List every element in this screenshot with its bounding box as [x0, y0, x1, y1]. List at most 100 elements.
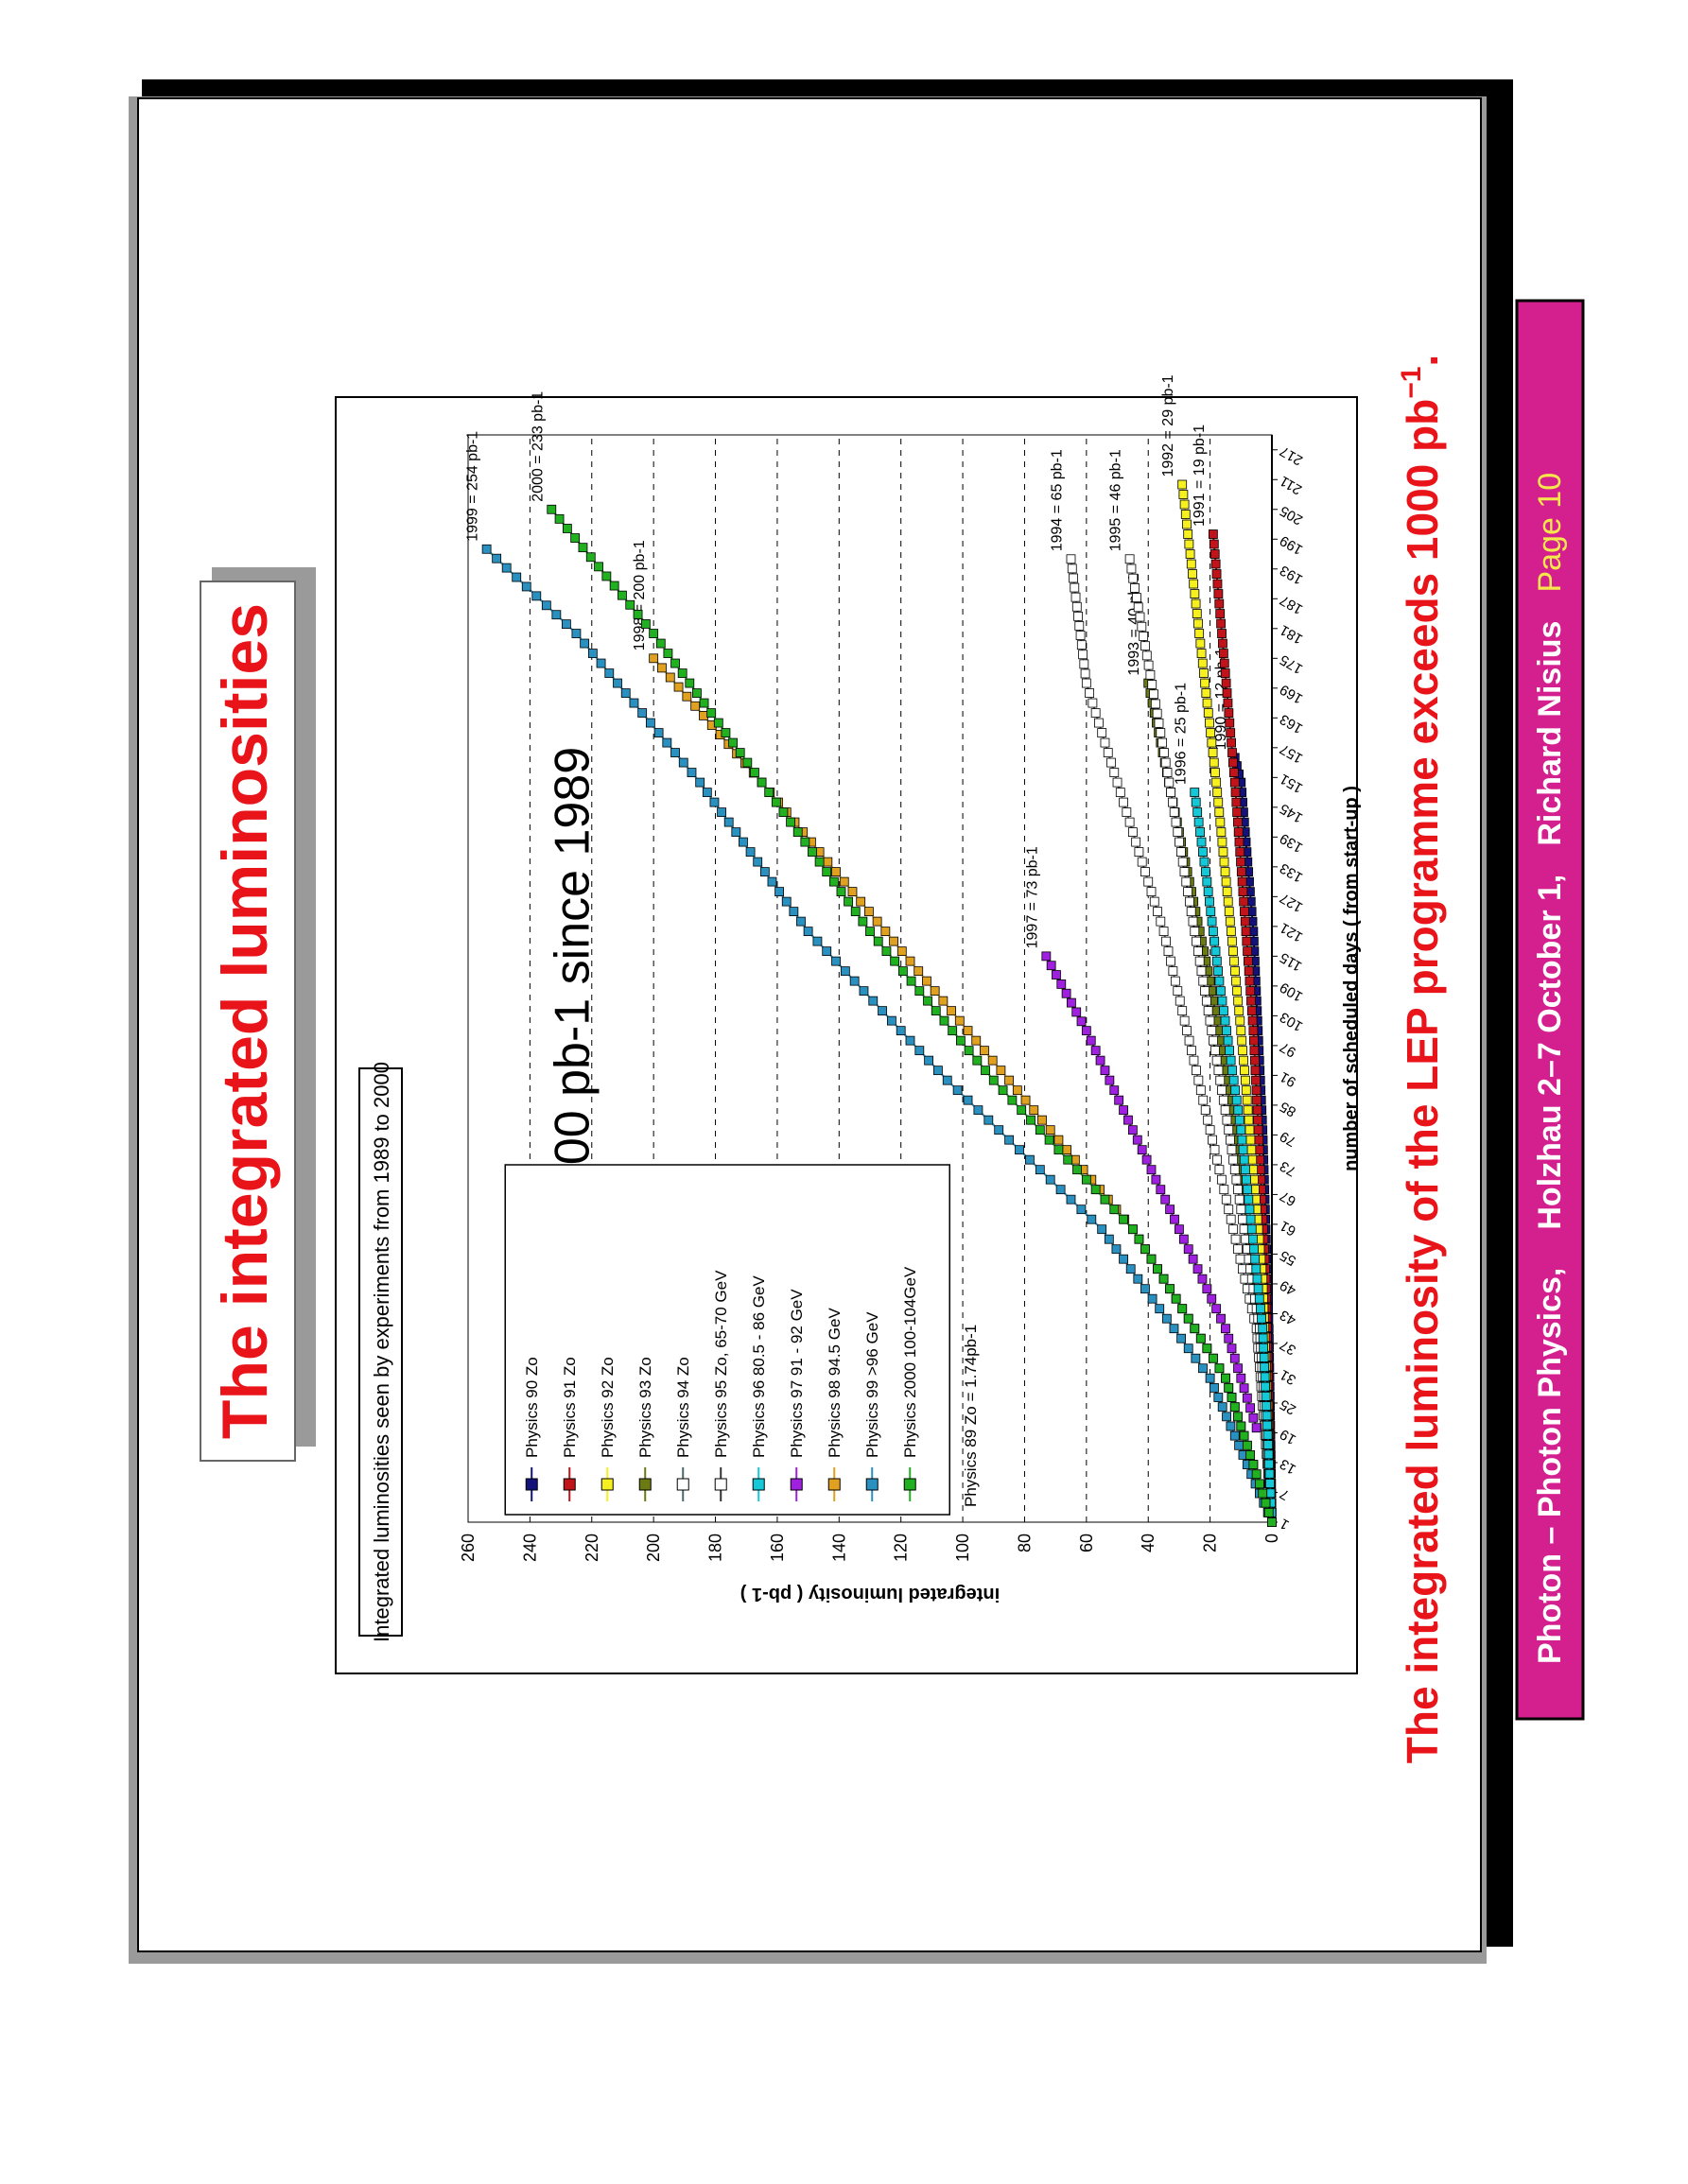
series-point	[831, 956, 841, 966]
series-point	[1209, 539, 1219, 549]
series-point	[1236, 857, 1245, 867]
series-point	[1207, 1026, 1217, 1036]
series-point	[1179, 1015, 1190, 1026]
series-point	[933, 1066, 943, 1076]
y-tick-label: 260	[459, 1534, 478, 1562]
series-point	[1202, 1284, 1212, 1294]
series-point	[1214, 1363, 1225, 1374]
series-point	[1236, 1373, 1246, 1383]
series-point	[1147, 1293, 1157, 1304]
series-point	[1248, 1165, 1259, 1175]
series-point	[1179, 499, 1190, 510]
series-point	[1252, 1095, 1262, 1105]
series-point	[1260, 1372, 1270, 1382]
series-point	[1150, 699, 1160, 709]
series-point	[1183, 887, 1192, 897]
legend-label: Physics 99 >96 GeV	[863, 1311, 881, 1458]
series-point	[1194, 956, 1205, 966]
series-point	[1007, 1095, 1018, 1105]
series-point	[998, 1085, 1008, 1096]
page-title: The integrated luminosities	[209, 603, 281, 1439]
legend-marker	[827, 1478, 841, 1491]
series-point	[1193, 618, 1203, 629]
series-point	[1228, 1154, 1239, 1165]
series-point	[1131, 593, 1141, 603]
series-point	[831, 867, 841, 877]
series-point	[1243, 946, 1253, 957]
series-point	[1171, 1293, 1181, 1304]
series-point	[1192, 609, 1202, 618]
series-point	[849, 976, 860, 986]
series-point	[1087, 1214, 1097, 1224]
series-point	[923, 996, 932, 1006]
series-point	[601, 571, 612, 581]
chart-title-box	[358, 1067, 403, 1637]
series-point	[981, 1066, 990, 1076]
series-point	[1227, 737, 1237, 748]
series-point	[1233, 1412, 1243, 1422]
series-point	[1261, 1498, 1271, 1508]
series-point	[1209, 1035, 1218, 1046]
series-point	[1245, 1450, 1256, 1460]
series-line	[485, 548, 1273, 1523]
series-point	[571, 629, 582, 638]
x-tick-label: 37	[1278, 1336, 1299, 1358]
series-point	[1239, 1383, 1249, 1394]
series-point	[1145, 669, 1156, 680]
series-point	[1221, 678, 1231, 688]
series-point	[905, 956, 915, 966]
series-point	[1222, 1412, 1231, 1422]
series-point	[896, 1026, 906, 1036]
series-point	[645, 718, 655, 728]
series-point	[764, 788, 774, 797]
series-point	[1246, 1145, 1257, 1155]
footer-page: Page 10	[1532, 473, 1568, 593]
series-point	[1080, 668, 1090, 679]
series-point	[1067, 997, 1076, 1008]
series-point	[1246, 996, 1256, 1006]
series-point	[880, 927, 891, 937]
legend-box	[504, 1164, 950, 1516]
series-point	[1067, 563, 1077, 574]
series-point	[1190, 927, 1200, 937]
series-point	[1228, 768, 1239, 777]
series-point	[1103, 748, 1113, 757]
series-point	[1227, 936, 1237, 946]
series-point	[1097, 728, 1107, 737]
legend-marker	[714, 1478, 727, 1491]
series-point	[1251, 1075, 1261, 1085]
series-point	[1190, 589, 1200, 598]
series-point	[922, 976, 931, 986]
series-point	[1104, 1234, 1114, 1244]
series-point	[1209, 1145, 1220, 1155]
series-point	[682, 691, 692, 702]
series-point	[1146, 887, 1157, 897]
series-point	[1151, 1174, 1161, 1185]
series-point	[1228, 757, 1238, 768]
series-point	[1195, 827, 1205, 837]
series-point	[1029, 1105, 1039, 1116]
series-point	[1035, 1125, 1045, 1135]
series-point	[1218, 847, 1228, 857]
series-point	[1190, 1324, 1200, 1334]
series-point	[1071, 601, 1082, 612]
series-point	[1218, 649, 1228, 658]
series-point	[1206, 907, 1216, 917]
series-point	[1236, 1026, 1246, 1036]
series-point	[1119, 1254, 1128, 1264]
series-point	[1202, 1343, 1212, 1354]
series-point	[1012, 1085, 1022, 1096]
series-point	[561, 619, 571, 630]
series-point	[1201, 688, 1211, 698]
series-point	[1200, 678, 1210, 688]
legend-label: Physics 94 Zo	[674, 1357, 692, 1458]
series-point	[1196, 966, 1207, 977]
series-point	[1217, 837, 1227, 847]
series-point	[706, 708, 717, 718]
series-point	[1211, 956, 1222, 966]
series-point	[1207, 916, 1217, 927]
series-point	[657, 663, 667, 673]
series-point	[1053, 1145, 1064, 1155]
series-point	[778, 807, 789, 817]
series-point	[1090, 708, 1101, 718]
